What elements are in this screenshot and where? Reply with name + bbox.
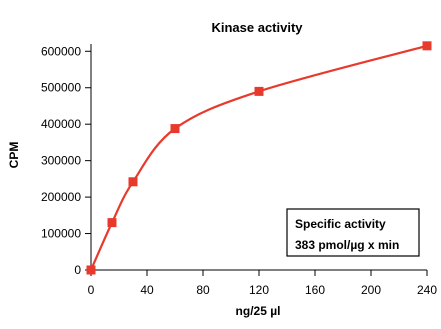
x-tick-label: 40 (140, 283, 154, 297)
annotation-border (286, 208, 420, 257)
x-tick-label: 120 (249, 283, 269, 297)
data-point (107, 218, 117, 228)
y-axis-ticks: 0 100000 200000 300000 400000 500000 600000 (41, 44, 91, 277)
y-tick-label: 600000 (41, 44, 81, 58)
x-axis-label: ng/25 µl (236, 304, 281, 318)
y-tick-label: 300000 (41, 154, 81, 168)
x-tick-label: 80 (196, 283, 210, 297)
data-point (86, 265, 96, 275)
specific-activity-box: Specific activity 383 pmol/µg x min (286, 208, 420, 257)
x-tick-label: 240 (417, 283, 437, 297)
x-tick-label: 160 (305, 283, 325, 297)
y-tick-label: 200000 (41, 190, 81, 204)
x-tick-label: 200 (361, 283, 381, 297)
y-tick-label: 100000 (41, 227, 81, 241)
chart-title: Kinase activity (211, 20, 303, 35)
data-point (422, 41, 432, 51)
annotation-line-2: 383 pmol/µg x min (295, 238, 399, 252)
x-tick-label: 0 (88, 283, 95, 297)
y-tick-label: 400000 (41, 117, 81, 131)
data-point (254, 86, 264, 96)
data-point (170, 124, 180, 134)
y-axis-label: CPM (7, 142, 21, 169)
data-points (86, 41, 432, 275)
y-tick-label: 0 (74, 263, 81, 277)
plot-area: 0 100000 200000 300000 400000 500000 600000 0 4… (41, 41, 437, 297)
data-point (128, 177, 138, 187)
x-axis-ticks: 0 40 80 120 160 200 240 (88, 270, 437, 297)
annotation-line-1: Specific activity (295, 217, 386, 231)
y-tick-label: 500000 (41, 81, 81, 95)
